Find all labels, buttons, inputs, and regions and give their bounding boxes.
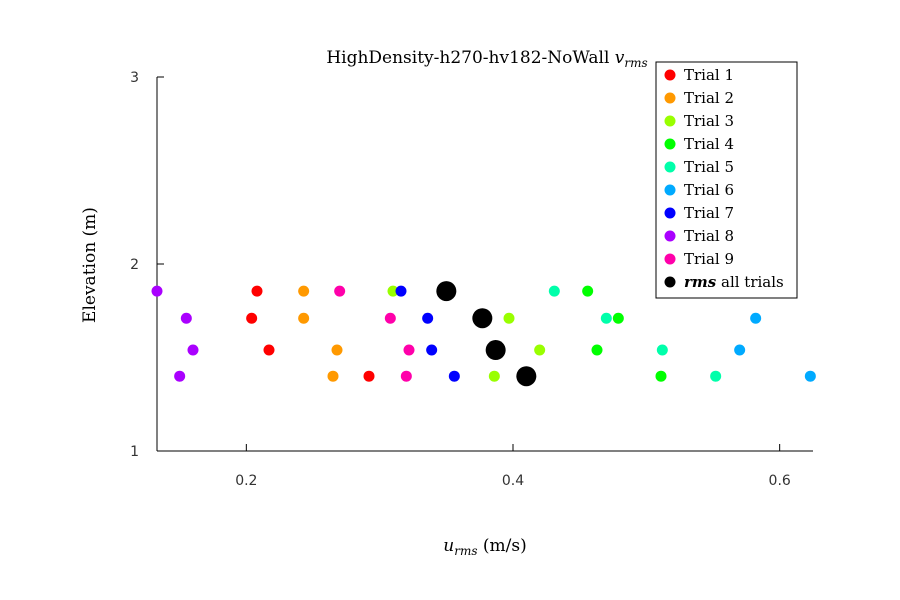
- data-point-series-4: [582, 285, 594, 297]
- data-point-series-2: [331, 344, 343, 356]
- data-point-series-3: [488, 370, 500, 382]
- legend-marker: [664, 253, 676, 265]
- x-axis-ticks: 0.2 0.4 0.6: [235, 444, 791, 489]
- legend-label: Trial 5: [684, 158, 734, 176]
- chart-title: HighDensity-h270-hv182-NoWall vrms: [326, 48, 647, 70]
- data-point-series-5: [600, 312, 612, 324]
- legend-marker: [664, 69, 676, 81]
- data-point-series-2: [298, 285, 310, 297]
- legend-marker: [664, 184, 676, 196]
- data-point-series-4: [591, 344, 603, 356]
- data-point-series-3: [387, 285, 399, 297]
- data-point-series-6: [734, 344, 746, 356]
- y-tick-label: 2: [130, 257, 139, 273]
- data-points: [151, 281, 816, 387]
- data-point-series-6: [750, 312, 762, 324]
- data-point-series-5: [548, 285, 560, 297]
- y-axis-ticks: 1 2 3: [130, 70, 164, 460]
- x-axis-label: urms (m/s): [443, 536, 526, 558]
- legend-box: [655, 61, 798, 299]
- x-tick-label: 0.6: [769, 473, 791, 489]
- data-point-series-7: [395, 285, 407, 297]
- data-point-series-4: [655, 370, 667, 382]
- legend-label: rms all trials: [684, 273, 784, 291]
- data-point-series-8: [174, 370, 186, 382]
- legend-marker: [664, 138, 676, 150]
- legend-marker: [664, 161, 676, 173]
- legend-marker: [664, 230, 676, 242]
- legend-marker: [664, 207, 676, 219]
- y-tick-label: 1: [130, 444, 139, 460]
- data-point-series-10: [472, 308, 493, 329]
- data-point-series-10: [436, 281, 457, 302]
- data-point-series-1: [263, 344, 275, 356]
- legend-label: Trial 7: [684, 204, 734, 222]
- y-axis-label: Elevation (m): [80, 207, 100, 323]
- data-point-series-7: [426, 344, 438, 356]
- data-point-series-4: [612, 312, 624, 324]
- x-tick-label: 0.4: [502, 473, 524, 489]
- data-point-series-9: [334, 285, 346, 297]
- y-tick-label: 3: [130, 70, 139, 86]
- data-point-series-3: [534, 344, 546, 356]
- data-point-series-8: [151, 285, 163, 297]
- legend-label: Trial 4: [684, 135, 734, 153]
- data-point-series-10: [485, 340, 506, 361]
- data-point-series-2: [327, 370, 339, 382]
- legend-label: Trial 2: [684, 89, 734, 107]
- data-point-series-1: [246, 312, 258, 324]
- legend-marker: [664, 115, 676, 127]
- data-point-series-6: [804, 370, 816, 382]
- data-point-series-5: [710, 370, 722, 382]
- data-point-series-9: [403, 344, 415, 356]
- data-point-series-8: [180, 312, 192, 324]
- data-point-series-2: [298, 312, 310, 324]
- data-point-series-1: [363, 370, 375, 382]
- legend: Trial 1 Trial 2 Trial 3 Trial 4 Trial 5 Trial…: [655, 61, 798, 299]
- legend-marker: [664, 92, 676, 104]
- data-point-series-3: [503, 312, 515, 324]
- data-point-series-9: [400, 370, 412, 382]
- data-point-series-7: [422, 312, 434, 324]
- x-tick-label: 0.2: [235, 473, 257, 489]
- data-point-series-10: [516, 366, 537, 387]
- data-point-series-1: [251, 285, 263, 297]
- legend-marker: [664, 276, 676, 288]
- data-point-series-9: [384, 312, 396, 324]
- legend-label: Trial 1: [684, 66, 734, 84]
- legend-label: Trial 9: [684, 250, 734, 268]
- data-point-series-5: [656, 344, 668, 356]
- data-point-series-7: [448, 370, 460, 382]
- legend-label: Trial 8: [684, 227, 734, 245]
- legend-label: Trial 3: [684, 112, 734, 130]
- data-point-series-8: [187, 344, 199, 356]
- legend-label: Trial 6: [684, 181, 734, 199]
